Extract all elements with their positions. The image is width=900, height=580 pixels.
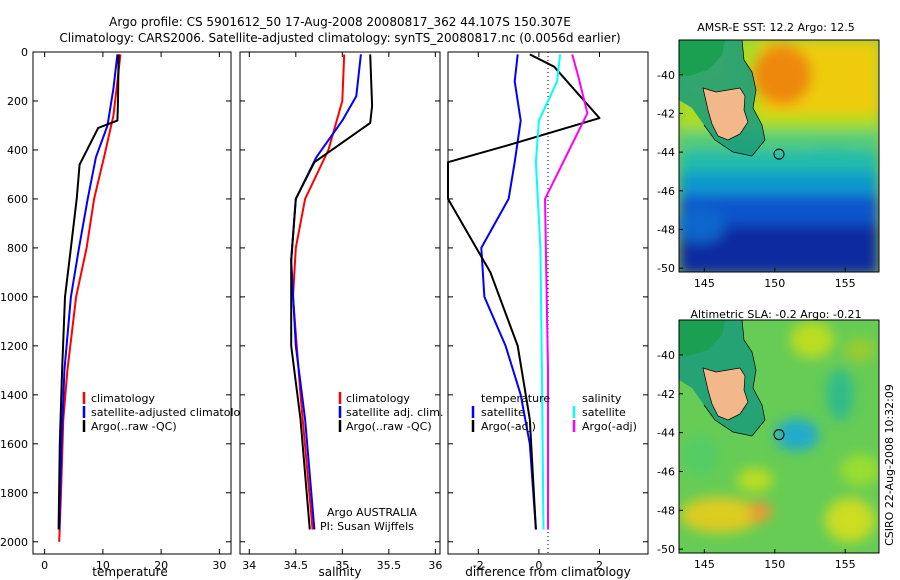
legend-label: satellite [582, 406, 626, 419]
legend-label: satellite [481, 406, 525, 419]
temperature-axes-frame [32, 51, 232, 555]
series-line-salinity-satellite [534, 54, 562, 530]
salinity-panel: 34 34.5 35 35.5 36 climatology satellite adj… [239, 51, 443, 579]
sst-map-frame [678, 39, 880, 273]
x-tick-label: 0 [41, 559, 48, 572]
lat-tick-label: -44 [657, 146, 675, 159]
sla-map-title: Altimetric SLA: -0.2 Argo: -0.21 [691, 308, 862, 321]
y-tick-label: 1800 [0, 487, 28, 500]
series-line-salinity-argo-adj [544, 54, 589, 530]
series-line-temperature-satellite [480, 54, 537, 530]
lat-tick-label: -40 [657, 349, 675, 362]
legend-label: climatology [91, 392, 155, 405]
lat-tick-label: -46 [657, 465, 675, 478]
tasmania-landmass [702, 367, 749, 421]
x-tick-label: 30 [212, 559, 226, 572]
x-tick-label: 34.5 [284, 559, 309, 572]
shelf-contour [679, 320, 766, 437]
sla-field [680, 322, 879, 542]
sla-map-frame [678, 319, 880, 554]
difference-xlabel: difference from climatology [465, 565, 631, 579]
sst-map: AMSR-E SST: 12.2 Argo: 12.5 [657, 21, 880, 290]
lon-tick-label: 150 [764, 558, 785, 571]
temperature-xlabel: temperature [92, 565, 167, 579]
y-tick-label: 400 [7, 144, 28, 157]
x-tick-label: 2 [596, 559, 603, 572]
x-tick-label: 35 [335, 559, 349, 572]
lon-tick-label: 155 [835, 558, 856, 571]
y-tick-label: 1600 [0, 438, 28, 451]
lon-tick-label: 145 [694, 558, 715, 571]
x-tick-label: 20 [154, 559, 168, 572]
x-tick-label: 0 [535, 559, 542, 572]
y-tick-label: 1000 [0, 291, 28, 304]
legend-title-salinity: salinity [582, 392, 622, 405]
lat-tick-label: -44 [657, 427, 675, 440]
lat-tick-label: -42 [657, 388, 675, 401]
x-tick-label: 10 [96, 559, 110, 572]
lat-tick-label: -42 [657, 107, 675, 120]
mainland-edge [679, 320, 725, 356]
lat-tick-label: -46 [657, 185, 675, 198]
y-tick-label: 0 [21, 46, 28, 59]
series-line-climatology [58, 54, 122, 542]
y-tick-label: 1200 [0, 340, 28, 353]
series-line-satellite-adjusted-climatology [58, 54, 119, 530]
legend-label: Argo(..raw -QC) [91, 420, 177, 433]
footer-line-1: Argo AUSTRALIA [327, 506, 417, 519]
lat-tick-label: -50 [657, 543, 675, 556]
tasmania-landmass [702, 87, 749, 141]
sst-map-title: AMSR-E SST: 12.2 Argo: 12.5 [697, 21, 855, 34]
temperature-panel: 0 10 20 30 0 200 400 600 800 1000 1200 1400 1600 1800… [0, 46, 254, 579]
lat-tick-label: -40 [657, 69, 675, 82]
header-line-1: Argo profile: CS 5901612_50 17-Aug-2008 … [109, 15, 571, 29]
series-line-argo-raw-qc [290, 54, 374, 530]
series-line-argo-raw-qc [57, 54, 120, 530]
mainland-edge [679, 40, 725, 76]
legend-label: satellite adj. clim. [346, 406, 443, 419]
lon-tick-label: 150 [764, 277, 785, 290]
y-tick-label: 800 [7, 242, 28, 255]
series-line-temperature-argo-adj [447, 53, 601, 530]
difference-legend: temperature satellite Argo(-adj) salinit… [471, 392, 637, 433]
x-tick-label: -2 [473, 559, 484, 572]
legend-label: climatology [346, 392, 410, 405]
x-tick-label: 36 [428, 559, 442, 572]
lon-tick-label: 155 [835, 277, 856, 290]
temperature-legend: climatology satellite-adjusted climatolo… [82, 392, 254, 433]
legend-label: Argo(..raw -QC) [346, 420, 432, 433]
x-tick-label: 34 [242, 559, 256, 572]
profile-location-marker [773, 148, 785, 160]
timestamp-label: CSIRO 22-Aug-2008 10:32:09 [883, 384, 896, 546]
sla-map: Altimetric SLA: -0.2 Argo: -0.21 14 [657, 308, 880, 571]
lat-tick-label: -48 [657, 223, 675, 236]
shelf-contour [679, 40, 766, 157]
salinity-xlabel: salinity [318, 565, 361, 579]
y-tick-label: 2000 [0, 536, 28, 549]
legend-title-temperature: temperature [481, 392, 550, 405]
profile-location-marker [773, 429, 785, 441]
x-tick-label: 35.5 [377, 559, 402, 572]
lat-tick-label: -48 [657, 504, 675, 517]
legend-label: Argo(-adj) [582, 420, 637, 433]
legend-label: Argo(-adj) [481, 420, 536, 433]
lon-tick-label: 145 [694, 277, 715, 290]
header-line-2: Climatology: CARS2006. Satellite-adjuste… [59, 31, 620, 45]
legend-label: satellite-adjusted climatology [91, 406, 254, 419]
salinity-axes-frame [239, 51, 441, 555]
salinity-legend: climatology satellite adj. clim. Argo(..… [338, 392, 443, 433]
y-tick-label: 1400 [0, 389, 28, 402]
footer-line-2: PI: Susan Wijffels [320, 520, 414, 533]
difference-panel: -2 0 2 temperature satellite Argo(-adj) sa… [447, 51, 649, 579]
lat-tick-label: -50 [657, 262, 675, 275]
y-tick-label: 200 [7, 95, 28, 108]
y-tick-label: 600 [7, 193, 28, 206]
